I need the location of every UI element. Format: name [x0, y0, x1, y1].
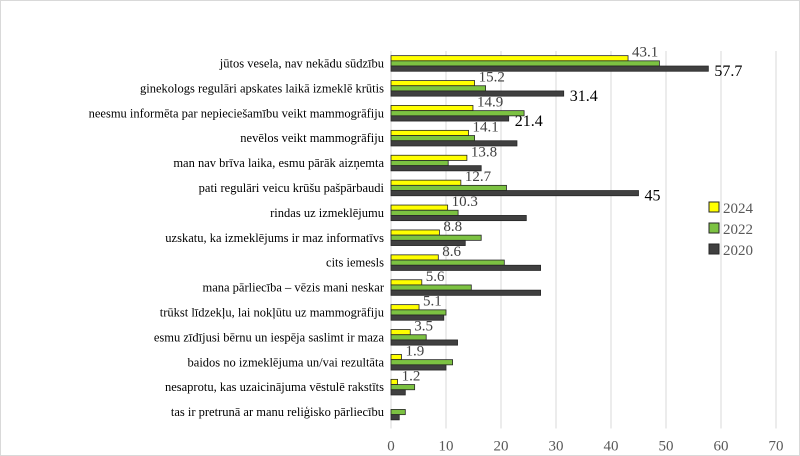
data-label-2020: 21.4 [515, 113, 543, 130]
legend-swatch-2022 [708, 222, 720, 234]
bar-2024 [390, 304, 420, 311]
bar-2022 [390, 135, 475, 142]
bar-2024 [390, 254, 439, 261]
data-label-2024: 14.1 [473, 119, 499, 135]
x-tick-label: 10 [439, 439, 454, 455]
legend-swatch-2024 [708, 201, 720, 213]
bar-2024 [390, 378, 398, 385]
bar-2022 [390, 284, 472, 291]
bar-2024 [390, 329, 411, 336]
bar-2022 [390, 359, 453, 366]
bar-2024 [390, 279, 423, 286]
category-label: uzskatu, ka izmeklējums ir maz informatī… [165, 231, 384, 245]
category-label: ginekologs regulāri apskates laikā izmek… [140, 81, 384, 95]
bar-2024 [390, 154, 468, 161]
data-label-2024: 43.1 [632, 45, 658, 61]
x-tick-label: 0 [387, 439, 395, 455]
bar-2020 [390, 65, 709, 72]
bar-2020 [390, 389, 406, 396]
x-tick-label: 70 [769, 439, 784, 455]
bar-2022 [390, 234, 482, 241]
data-label-2024: 15.2 [479, 70, 505, 86]
category-label: tas ir pretrunā ar manu reliģisko pārlie… [171, 405, 385, 419]
data-label-2024: 1.2 [402, 368, 421, 384]
category-label: neesmu informēta par nepieciešamību veik… [89, 106, 385, 120]
category-label: rindas uz izmeklējumu [270, 206, 385, 220]
category-label: pati regulāri veicu krūšu pašpārbaudi [199, 181, 385, 195]
data-label-2020: 45 [645, 188, 661, 205]
bar-2024 [390, 229, 440, 236]
category-label: trūkst līdzekļu, lai nokļūtu uz mammogrā… [160, 305, 385, 319]
data-label-2020: 31.4 [570, 88, 598, 105]
data-label-2024: 12.7 [465, 169, 492, 185]
bar-2022 [390, 85, 486, 92]
bar-2022 [390, 259, 505, 266]
legend-label: 2024 [723, 201, 754, 217]
bar-2022 [390, 209, 459, 216]
bar-2024 [390, 204, 449, 211]
bar-2024 [390, 105, 474, 112]
category-label: mana pārliecība – vēzis mani neskar [202, 281, 384, 295]
category-label: cits iemesls [326, 256, 384, 270]
bar-2020 [390, 165, 482, 172]
data-label-2024: 5.1 [423, 294, 442, 310]
x-tick-label: 40 [604, 439, 619, 455]
category-label: baidos no izmeklējuma un/vai rezultāta [188, 355, 385, 369]
data-label-2024: 10.3 [452, 194, 478, 210]
bar-2020 [390, 190, 639, 197]
data-label-2024: 3.5 [414, 319, 433, 335]
x-tick-label: 60 [714, 439, 729, 455]
bar-2020 [390, 289, 542, 296]
bar-2020 [390, 239, 466, 246]
legend-label: 2022 [723, 222, 753, 238]
data-label-2024: 13.8 [471, 144, 497, 160]
legend-swatch-2020 [708, 243, 720, 255]
bar-2020 [390, 90, 565, 97]
data-label-2020: 57.7 [714, 63, 742, 80]
bar-2024 [390, 354, 402, 361]
bar-2020 [390, 215, 527, 222]
bar-2024 [390, 80, 475, 87]
bar-2022 [390, 384, 416, 391]
category-label: nevēlos veikt mammogrāfiju [240, 131, 384, 145]
category-label: esmu zīdījusi bērnu un iespēja saslimt i… [154, 330, 385, 344]
data-label-2024: 8.6 [442, 244, 461, 260]
bar-2022 [390, 184, 507, 191]
x-tick-label: 20 [494, 439, 509, 455]
bar-2022 [390, 110, 525, 117]
bar-2020 [390, 115, 510, 122]
legend-label: 2020 [723, 243, 753, 259]
bar-2020 [390, 364, 447, 371]
bar-2022 [390, 409, 406, 416]
category-label: nesaprotu, kas uzaicinājuma vēstulē raks… [165, 380, 384, 394]
x-tick-label: 50 [659, 439, 674, 455]
data-label-2024: 8.8 [443, 219, 462, 235]
bar-2022 [390, 309, 447, 316]
data-label-2024: 1.9 [405, 343, 424, 359]
bar-2022 [390, 60, 660, 67]
bar-2020 [390, 414, 400, 421]
data-label-2024: 14.9 [477, 94, 503, 110]
bar-2022 [390, 334, 427, 341]
bar-2020 [390, 314, 445, 321]
data-label-2024: 5.6 [426, 269, 445, 285]
bar-2020 [390, 339, 458, 346]
bar-2024 [390, 129, 469, 136]
category-label: man nav brīva laika, esmu pārāk aizņemta [173, 156, 384, 170]
bar-2024 [390, 179, 462, 186]
x-tick-label: 30 [549, 439, 564, 455]
category-label: jūtos vesela, nav nekādu sūdzību [219, 56, 385, 70]
bar-2022 [390, 160, 449, 167]
bar-2024 [390, 55, 629, 62]
bar-2020 [390, 140, 518, 147]
bar-2020 [390, 264, 542, 271]
